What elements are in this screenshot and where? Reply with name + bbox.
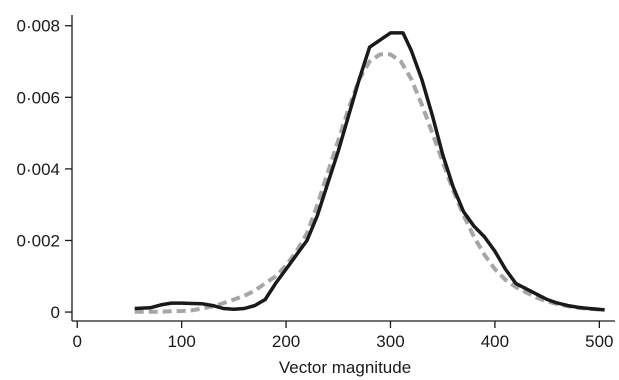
- x-tick-label: 500: [585, 332, 613, 351]
- y-tick-label: 0·004: [17, 160, 60, 179]
- y-tick-label: 0·002: [17, 231, 60, 250]
- x-tick-label: 200: [272, 332, 300, 351]
- x-tick-label: 0: [72, 332, 81, 351]
- series-line-2-dashed: [134, 52, 605, 314]
- y-tick-label: 0·006: [17, 88, 60, 107]
- x-ticks: 0 100 200 300 400 500: [72, 321, 614, 351]
- x-tick-label: 100: [167, 332, 195, 351]
- x-tick-label: 300: [376, 332, 404, 351]
- x-tick-label: 400: [481, 332, 509, 351]
- y-ticks: 0 0·002 0·004 0·006 0·008: [17, 17, 72, 322]
- y-tick-label: 0: [51, 303, 60, 322]
- series-line-1-solid: [134, 31, 605, 312]
- x-axis-label: Vector magnitude: [279, 358, 411, 377]
- y-tick-label: 0·008: [17, 17, 60, 36]
- plot-lines: [134, 31, 605, 314]
